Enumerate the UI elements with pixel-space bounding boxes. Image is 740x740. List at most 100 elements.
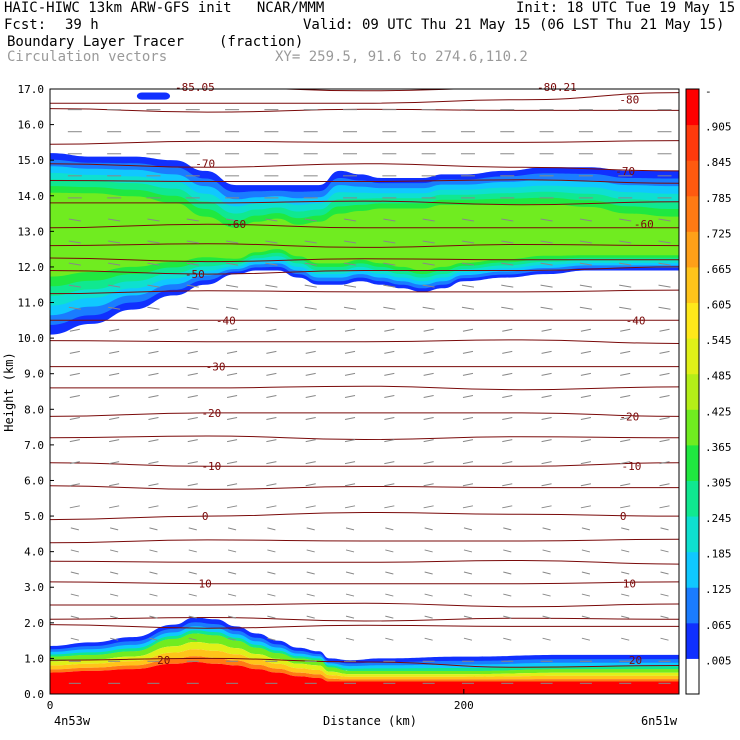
contour-label: -70 [195,158,215,171]
contour-label: 20 [157,654,170,667]
circulation-vector [108,262,121,266]
colorbar-swatch [686,231,699,268]
circulation-vector [304,262,317,266]
circulation-vector [226,505,238,509]
circulation-vector [304,284,317,288]
circulation-vector [620,439,631,443]
circulation-vector [305,417,316,421]
circulation-vector [461,284,475,288]
contour-label: 10 [199,578,212,591]
boundary-layer-band [50,662,679,694]
circulation-vector [109,350,120,354]
boundary-layer-band [50,633,679,675]
tracer-shading [50,92,679,694]
circulation-vector [266,394,277,398]
circulation-vector [502,505,513,509]
circulation-vector [659,417,670,421]
circulation-vector [345,615,355,619]
circulation-vector [108,240,121,244]
circulation-vector [503,527,512,531]
circulation-vector [422,218,435,222]
circulation-vector [147,262,160,266]
circulation-vector [345,527,355,531]
circulation-vector [109,461,120,465]
circulation-vector [186,262,199,266]
circulation-vector [69,505,80,509]
circulation-vector [462,372,474,376]
colorbar-swatch [686,551,699,588]
circulation-vector [540,218,553,222]
temperature-contour [50,289,679,295]
circulation-vector [187,394,198,398]
y-axis-tick-label: 12.0 [18,261,45,274]
circulation-vector [187,328,198,332]
circulation-vector [187,417,198,421]
colorbar-label: .845 [705,156,732,169]
colorbar-swatch [686,409,699,446]
circulation-vector [619,218,632,222]
circulation-vector [383,262,396,266]
temperature-contour [50,412,679,417]
circulation-vector [542,637,551,641]
circulation-vector [147,218,160,222]
circulation-vector [343,306,357,310]
circulation-vector [267,637,276,641]
circulation-vector [306,615,315,619]
circulation-vector [581,527,591,531]
circulation-vector [148,394,159,398]
cross-section-endpoints: XY= 259.5, 91.6 to 274.6,110.2 [275,49,528,65]
circulation-vector [384,328,395,332]
circulation-vector [226,350,238,354]
circulation-vector [186,218,199,222]
circulation-vector [69,417,80,421]
x-axis-tick-label: 200 [454,699,474,712]
x-end-location: 6n51w [641,714,678,728]
contour-label: 10 [623,578,636,591]
temperature-contour [50,616,679,622]
circulation-vector [501,240,514,244]
circulation-vector [621,637,630,641]
circulation-vector [620,372,631,376]
circulation-vector [188,527,197,531]
circulation-vector [148,461,159,465]
circulation-vector [541,439,552,443]
circulation-vector [542,549,551,553]
circulation-vector [188,637,197,641]
contour-label: -10 [201,460,221,473]
contour-label: -30 [206,361,226,374]
circulation-vector [621,615,630,619]
circulation-vector [305,328,316,332]
circulation-vector [658,262,671,266]
circulation-vector [423,461,434,465]
init-time: Init: 18 UTC Tue 19 May 15 [516,0,736,16]
circulation-vector [343,284,357,288]
circulation-vector [462,417,474,421]
colorbar-frame [685,88,700,695]
circulation-vector [225,240,239,244]
circulation-vector [266,461,277,465]
circulation-vector [501,262,514,266]
circulation-vector [305,372,316,376]
temperature-contour [50,657,679,668]
circulation-vector [266,483,277,487]
temperature-contour [50,624,679,629]
circulation-vector [149,637,158,641]
circulation-vector [110,615,119,619]
circulation-vector [581,571,591,575]
circulation-vector [344,350,356,354]
temperature-contour [50,243,679,248]
circulation-vector [658,218,671,222]
circulation-vector [542,593,551,597]
circulation-vector [266,417,277,421]
circulation-vector [463,637,473,641]
circulation-vector [267,593,276,597]
circulation-vector [226,417,238,421]
boundary-layer-band [50,656,679,682]
circulation-vector [658,240,671,244]
circulation-vector [541,372,552,376]
circulation-vector [266,439,277,443]
circulation-vector [385,637,394,641]
circulation-vector [424,549,433,553]
circulation-vector [580,417,591,421]
circulation-vector [462,505,474,509]
